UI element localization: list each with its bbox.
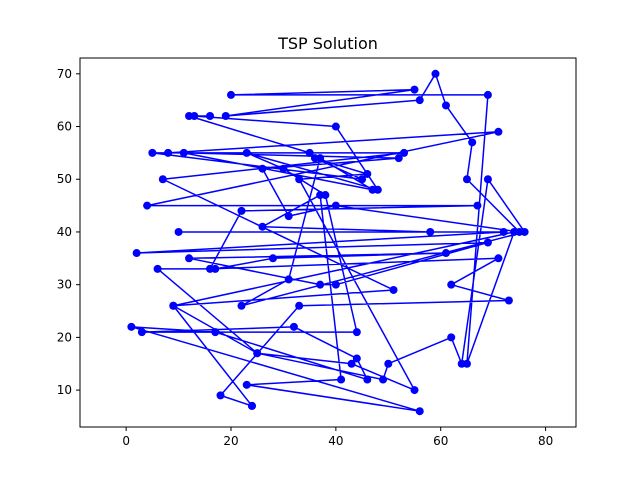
city-point <box>468 138 477 147</box>
x-tick-label: 40 <box>328 434 343 448</box>
city-point <box>504 296 513 305</box>
city-point <box>279 164 288 173</box>
chart-title: TSP Solution <box>277 34 378 53</box>
city-point <box>415 407 424 416</box>
city-point <box>462 175 471 184</box>
city-point <box>289 322 298 331</box>
city-point <box>483 238 492 247</box>
city-point <box>237 301 246 310</box>
city-point <box>221 111 230 120</box>
city-point <box>483 175 492 184</box>
city-point <box>316 280 325 289</box>
city-point <box>389 285 398 294</box>
city-point <box>284 275 293 284</box>
x-tick-label: 0 <box>122 434 130 448</box>
city-point <box>169 301 178 310</box>
city-point <box>400 148 409 157</box>
city-point <box>352 354 361 363</box>
city-point <box>174 227 183 236</box>
city-point <box>447 280 456 289</box>
city-point <box>295 175 304 184</box>
city-point <box>494 254 503 263</box>
city-point <box>384 359 393 368</box>
city-point <box>331 122 340 131</box>
city-point <box>441 249 450 258</box>
city-point <box>179 148 188 157</box>
city-point <box>337 375 346 384</box>
city-point <box>148 148 157 157</box>
city-point <box>499 227 508 236</box>
city-point <box>358 175 367 184</box>
city-point <box>190 111 199 120</box>
city-point <box>211 328 220 337</box>
x-tick-label: 60 <box>433 434 448 448</box>
city-point <box>426 227 435 236</box>
city-point <box>520 227 529 236</box>
y-tick-label: 20 <box>57 330 72 344</box>
city-point <box>164 148 173 157</box>
city-point <box>347 359 356 368</box>
city-point <box>247 401 256 410</box>
city-point <box>415 96 424 105</box>
city-point <box>410 85 419 94</box>
y-tick-label: 40 <box>57 225 72 239</box>
city-point <box>483 90 492 99</box>
plot-area <box>127 69 529 416</box>
city-point <box>158 175 167 184</box>
city-point <box>185 254 194 263</box>
city-point <box>258 222 267 231</box>
city-point <box>127 322 136 331</box>
city-point <box>206 111 215 120</box>
x-tick-label: 80 <box>538 434 553 448</box>
city-point <box>431 69 440 78</box>
city-point <box>132 249 141 258</box>
city-point <box>305 148 314 157</box>
city-point <box>331 201 340 210</box>
city-point <box>216 391 225 400</box>
city-point <box>331 280 340 289</box>
city-point <box>441 101 450 110</box>
city-point <box>363 169 372 178</box>
y-tick-label: 10 <box>57 383 72 397</box>
y-axis: 10 20 30 40 50 60 70 <box>57 67 80 397</box>
y-tick-label: 70 <box>57 67 72 81</box>
city-point <box>352 328 361 337</box>
city-point <box>242 148 251 157</box>
city-point <box>227 90 235 99</box>
y-tick-label: 50 <box>57 172 72 186</box>
x-tick-label: 20 <box>223 434 238 448</box>
city-point <box>242 380 251 389</box>
y-tick-label: 60 <box>57 120 72 134</box>
city-point <box>368 185 377 194</box>
city-point <box>316 154 325 163</box>
city-point <box>473 201 482 210</box>
city-point <box>316 191 325 200</box>
city-point <box>410 386 419 395</box>
city-point <box>379 375 388 384</box>
city-point <box>237 206 246 215</box>
city-point <box>258 164 267 173</box>
y-tick-label: 30 <box>57 278 72 292</box>
city-point <box>268 254 277 263</box>
city-point <box>295 301 304 310</box>
city-point <box>153 264 162 273</box>
city-point <box>137 328 146 337</box>
city-point <box>253 349 262 358</box>
city-point <box>143 201 152 210</box>
city-point <box>447 333 456 342</box>
city-point <box>394 154 403 163</box>
city-point <box>363 375 372 384</box>
x-axis: 0 20 40 60 80 <box>122 427 553 448</box>
city-point <box>457 359 466 368</box>
city-point <box>284 212 293 221</box>
plot-frame <box>79 57 577 428</box>
city-point <box>494 127 503 136</box>
city-point <box>211 264 220 273</box>
